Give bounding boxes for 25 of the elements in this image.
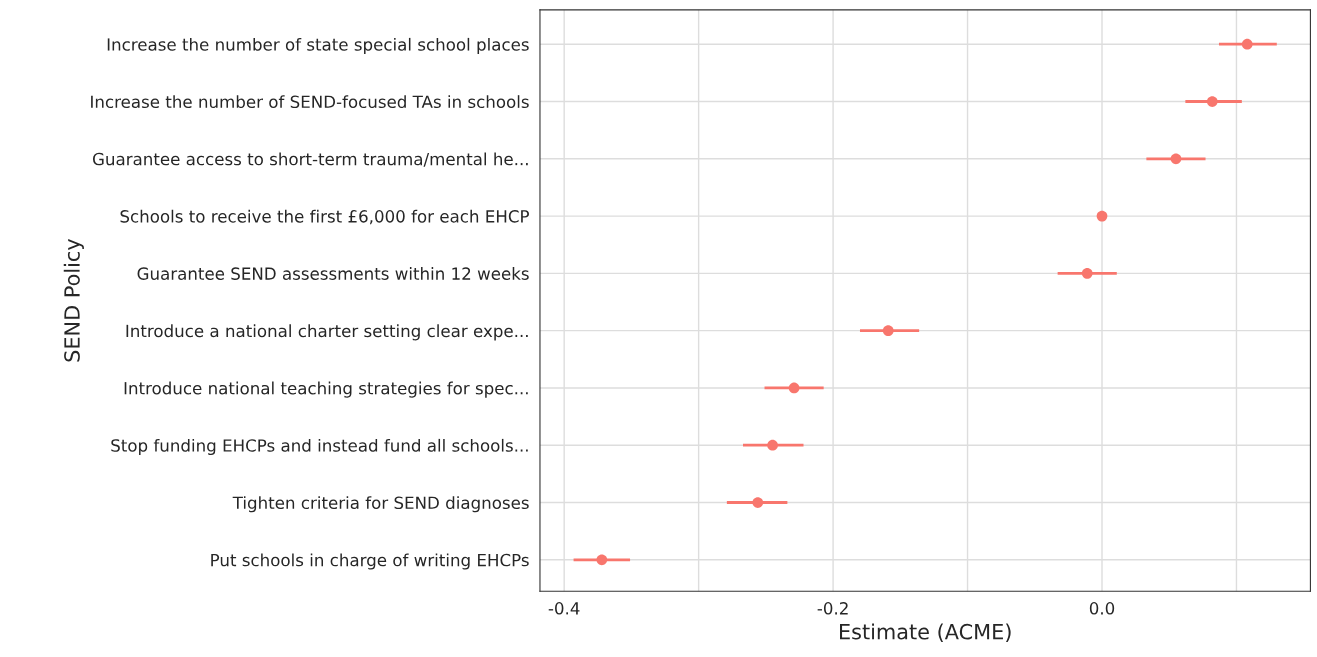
point: [1081, 267, 1093, 279]
point: [767, 439, 778, 451]
point: [788, 382, 800, 394]
y-tick-label: Increase the number of state special school places: [107, 37, 529, 55]
y-tick-label: Tighten criteria for SEND diagnoses: [232, 496, 529, 513]
y-tick-label: Introduce national teaching strategies for spec...: [124, 381, 528, 398]
point: [1241, 38, 1253, 50]
point: [882, 325, 894, 337]
y-tick-label: Guarantee access to short-term trauma/mental he...: [92, 152, 528, 167]
point: [596, 554, 608, 566]
x-axis-title: Estimate (ACME): [840, 623, 1011, 642]
y-tick-label: Guarantee SEND assessments within 12 weeks: [137, 267, 529, 280]
y-axis-title: SEND Policy: [63, 238, 84, 362]
y-tick-label: Stop funding EHCPs and instead fund all schools...: [111, 438, 528, 456]
point: [1170, 153, 1182, 165]
y-tick-label: Put schools in charge of writing EHCPs: [211, 553, 529, 570]
y-tick-label: Schools to receive the first £6,000 for each EHCP: [120, 209, 529, 225]
point: [1206, 96, 1218, 107]
point: [1096, 210, 1108, 222]
x-tick-label: 0.0: [1089, 602, 1115, 615]
y-tick-label: Increase the number of SEND-focused TAs in schools: [91, 95, 529, 109]
y-tick-label: Introduce a national charter setting clear expe...: [126, 324, 528, 341]
x-tick-label: -0.4: [548, 602, 580, 615]
point: [752, 497, 764, 508]
x-tick-label: -0.2: [817, 602, 848, 615]
